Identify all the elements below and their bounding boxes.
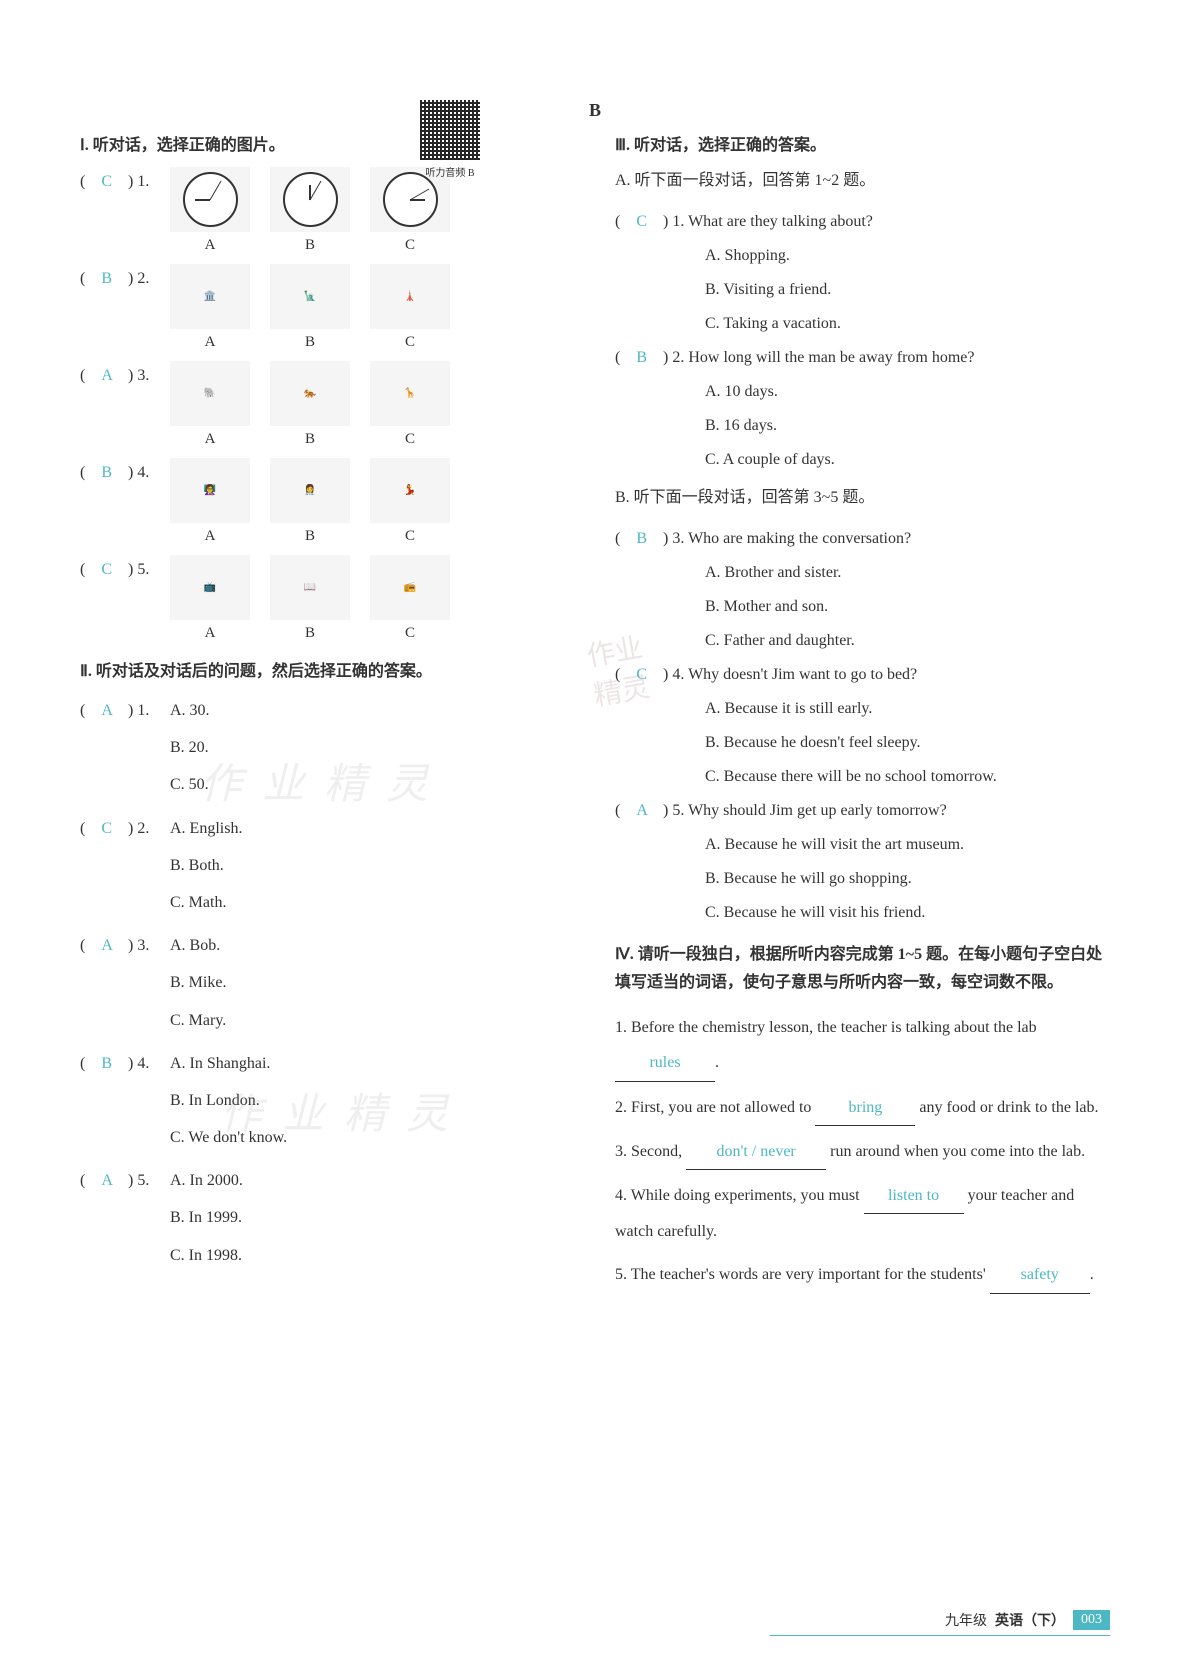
section1-title: Ⅰ. 听对话，选择正确的图片。 [80,131,575,155]
picture-question-row: ( B ) 4. 👩‍🏫A 👩‍⚕️B 💃C [80,458,575,545]
fill-blank-question: 5. The teacher's words are very importan… [615,1257,1110,1293]
blank-answer: rules [615,1045,715,1081]
qr-code-block: 听力音频 B [420,100,480,179]
text-question: ( B ) 4. A. In Shanghai.B. In London.C. … [80,1046,575,1158]
clock-icon [170,167,250,232]
section3-title: Ⅲ. 听对话，选择正确的答案。 [615,131,1110,155]
answer-paren: ( A ) 3. [80,361,170,385]
blank-answer: listen to [864,1178,964,1214]
answer-letter: B [101,464,112,481]
text-question: ( C ) 2. A. English.B. Both.C. Math. [80,811,575,923]
elephant-icon: 🐘 [170,361,250,426]
tv-icon: 📺 [170,555,250,620]
section3a-questions: ( C ) 1. What are they talking about? A.… [615,206,1110,476]
tiger-icon: 🐅 [270,361,350,426]
fill-blank-question: 3. Second, don't / never run around when… [615,1134,1110,1170]
qr-label: 听力音频 B [420,164,480,179]
answer-paren: ( C ) 1. [80,167,170,191]
section3b-questions: ( B ) 3. Who are making the conversation… [615,523,1110,929]
section3b-instruction: B. 听下面一段对话，回答第 3~5 题。 [615,484,1110,513]
option-label: C [370,237,450,254]
text-question: ( A ) 5. A. In 2000.B. In 1999.C. In 199… [80,1163,575,1275]
picture-option: B [270,167,350,254]
answer-letter: B [101,270,112,287]
giraffe-icon: 🦒 [370,361,450,426]
text-question: ( A ) 1. A. 30.B. 20.C. 50. [80,693,575,805]
left-column: Ⅰ. 听对话，选择正确的图片。 ( C ) 1. A B [80,131,575,1302]
fill-blank-question: 1. Before the chemistry lesson, the teac… [615,1010,1110,1081]
section2-title: Ⅱ. 听对话及对话后的问题，然后选择正确的答案。 [80,657,575,681]
answer-letter: C [101,561,112,578]
fill-blank-question: 2. First, you are not allowed to bring a… [615,1090,1110,1126]
blank-answer: don't / never [686,1134,826,1170]
nurse-icon: 👩‍⚕️ [270,458,350,523]
picture-question-row: ( C ) 5. 📺A 📖B 📻C [80,555,575,642]
radio-icon: 📻 [370,555,450,620]
blank-answer: bring [815,1090,915,1126]
qr-code-icon [420,100,480,160]
option-label: A [170,237,250,254]
answer-letter: C [101,173,112,190]
opera-house-icon: 🏛️ [170,264,250,329]
answer-paren: ( B ) 2. [80,264,170,288]
statue-liberty-icon: 🗽 [270,264,350,329]
page-number: 003 [1073,1610,1110,1630]
picture-question-row: ( C ) 1. A B C [80,167,575,254]
footer-subject: 英语（下） [995,1610,1065,1630]
section4-title: Ⅳ. 请听一段独白，根据所听内容完成第 1~5 题。在每小题句子空白处填写适当的… [615,941,1110,999]
picture-question-row: ( A ) 3. 🐘A 🐅B 🦒C [80,361,575,448]
right-column: Ⅲ. 听对话，选择正确的答案。 A. 听下面一段对话，回答第 1~2 题。 ( … [615,131,1110,1302]
footer-grade: 九年级 [945,1610,987,1630]
page-content: Ⅰ. 听对话，选择正确的图片。 ( C ) 1. A B [80,131,1110,1302]
picture-option: A [170,167,250,254]
section1-questions: ( C ) 1. A B C [80,167,575,642]
text-question: ( A ) 3. A. Bob.B. Mike.C. Mary. [80,928,575,1040]
dancer-icon: 💃 [370,458,450,523]
section-letter: B [80,100,1110,121]
answer-letter: A [101,367,112,384]
eiffel-tower-icon: 🗼 [370,264,450,329]
option-label: B [270,237,350,254]
section4-questions: 1. Before the chemistry lesson, the teac… [615,1010,1110,1293]
teacher-icon: 👩‍🏫 [170,458,250,523]
blank-answer: safety [990,1257,1090,1293]
answer-paren: ( B ) 4. [80,458,170,482]
section3a-instruction: A. 听下面一段对话，回答第 1~2 题。 [615,167,1110,196]
section2-questions: ( A ) 1. A. 30.B. 20.C. 50. ( C ) 2. A. … [80,693,575,1275]
picture-option: C [370,167,450,254]
picture-question-row: ( B ) 2. 🏛️A 🗽B 🗼C [80,264,575,351]
footer-line [770,1635,1110,1636]
page-footer: 九年级 英语（下） 003 [945,1610,1110,1630]
fill-blank-question: 4. While doing experiments, you must lis… [615,1178,1110,1249]
book-icon: 📖 [270,555,350,620]
clock-icon [270,167,350,232]
answer-paren: ( C ) 5. [80,555,170,579]
